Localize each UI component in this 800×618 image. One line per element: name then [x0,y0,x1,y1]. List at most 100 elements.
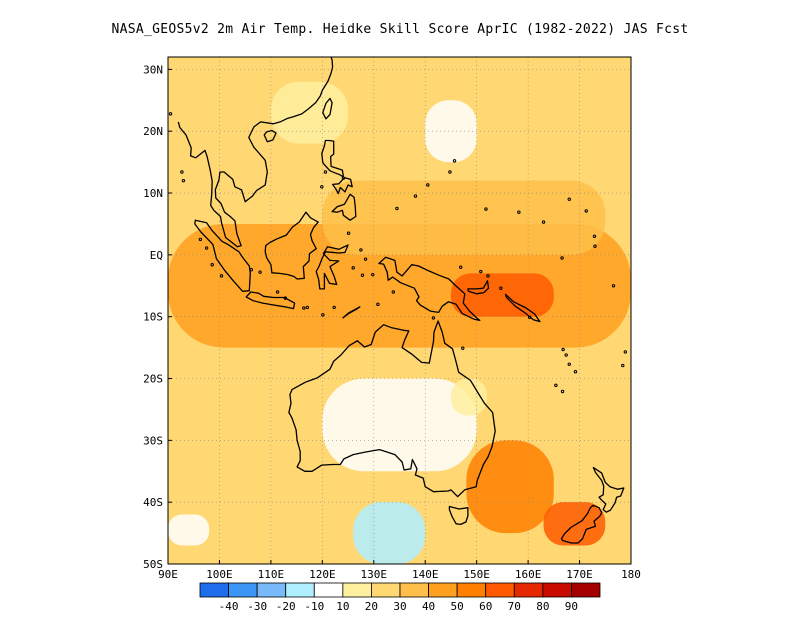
taiwan-coast [322,97,333,120]
island-coast [302,306,306,310]
luzon-coast [321,139,345,178]
island-coast [219,274,224,278]
island-coast [351,266,355,270]
island-coast [210,263,214,267]
australia-coast [288,320,496,498]
colorbar-swatch [399,582,429,598]
solomon-islands-coast [504,293,541,323]
island-coast [391,290,396,294]
colorbar-swatch [571,582,601,598]
colorbar-label: 60 [479,600,492,613]
colorbar-swatch [342,582,372,598]
island-coast [360,273,365,277]
colorbar-label: 30 [393,600,406,613]
island-coast [484,207,488,211]
field-region [322,378,477,472]
colorbar: -40 -30 -20 -10 10 20 30 40 50 60 70 80 90 [199,582,601,613]
colorbar-label: 10 [336,600,349,613]
island-coast [611,284,616,288]
x-tick-label: 130E [361,568,388,581]
colorbar-label: 50 [451,600,464,613]
colorbar-swatch [542,582,572,598]
field-region [168,514,210,546]
colorbar-label: -30 [247,600,267,613]
x-tick-label: 150E [463,568,490,581]
island-coast [323,170,328,174]
island-coast [560,389,565,394]
colorbar-swatch [256,582,287,598]
x-tick-label: 120E [309,568,336,581]
island-coast [346,231,351,235]
island-coast [499,286,503,290]
java-coast [245,291,296,310]
island-coast [413,194,418,198]
island-coast [592,234,597,239]
y-tick-label: 10N [143,187,163,200]
coastlines [168,57,628,544]
island-coast [181,178,186,183]
field-region [322,180,606,255]
island-coast [459,265,463,269]
indochina-coast [177,57,334,248]
island-coast [426,183,430,187]
y-tick-label: 40S [143,496,163,509]
colorbar-label: -20 [276,600,296,613]
island-coast [341,176,346,180]
y-tick-label: 20S [143,373,163,386]
island-coast [258,270,262,274]
island-coast [305,305,310,310]
y-tick-label: 30S [143,434,163,447]
lat-lon-grid [168,57,631,564]
island-coast [567,362,571,366]
island-coast [573,370,578,374]
field-region [425,100,477,163]
island-coast [584,209,588,213]
island-coast [204,246,209,250]
island-coast [332,305,336,310]
island-coast [560,256,564,260]
island-coast [180,170,184,174]
colorbar-label: 40 [422,600,435,613]
island-coast [461,346,465,350]
x-tick-label: 180 [621,568,641,581]
island-coast [283,296,287,300]
new-guinea-coast [378,256,481,322]
y-tick-label: EQ [150,249,163,262]
island-coast [363,257,368,261]
new-britain-coast [467,280,490,295]
sumatra-coast [194,219,251,292]
colorbar-swatch [371,582,401,598]
colorbar-label: -40 [219,600,239,613]
sulawesi-coast [315,244,349,290]
colorbar-label: 70 [508,600,521,613]
x-tick-label: 100E [206,568,233,581]
colorbar-label: 80 [536,600,549,613]
island-coast [517,210,521,214]
island-coast [321,313,325,317]
y-tick-label: 10S [143,311,163,324]
island-coast [448,170,452,174]
island-coast [561,347,565,352]
north-island-nz [592,466,625,513]
skill-score-field [168,57,631,564]
island-coast [593,244,597,248]
colorbar-label: -10 [304,600,324,613]
x-tick-label: 170E [566,568,593,581]
colorbar-swatch [285,582,315,598]
south-island-nz [560,504,603,544]
island-coast [564,353,568,357]
island-coast [275,290,280,294]
colorbar-swatch [485,582,515,598]
x-tick-label: 160E [515,568,542,581]
island-coast [554,383,558,388]
island-coast [198,237,203,242]
field-region [353,502,426,564]
mindanao-coast [331,193,357,221]
colorbar-swatch [228,582,258,598]
colorbar-label: 20 [365,600,378,613]
island-coast [168,112,173,116]
timor-coast [342,306,361,319]
island-coast [320,185,324,189]
y-tick-label: 30N [143,63,163,76]
